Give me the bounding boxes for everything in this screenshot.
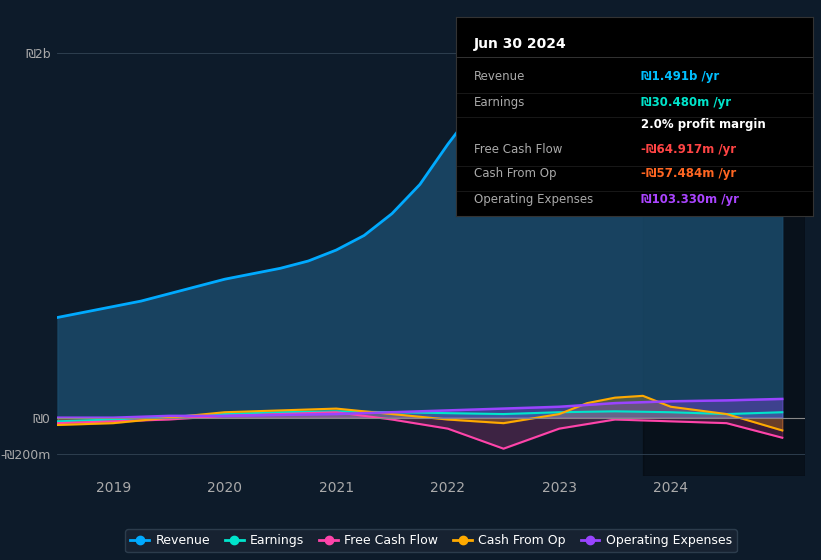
Text: Cash From Op: Cash From Op	[474, 167, 556, 180]
Text: Operating Expenses: Operating Expenses	[474, 193, 593, 206]
Text: Earnings: Earnings	[474, 96, 525, 109]
Text: 2.0% profit margin: 2.0% profit margin	[641, 118, 766, 130]
Text: Revenue: Revenue	[474, 70, 525, 83]
Text: ₪30.480m /yr: ₪30.480m /yr	[641, 96, 732, 109]
Text: Jun 30 2024: Jun 30 2024	[474, 37, 566, 51]
Text: -₪64.917m /yr: -₪64.917m /yr	[641, 143, 736, 156]
Bar	[643, 17, 805, 476]
Text: Free Cash Flow: Free Cash Flow	[474, 143, 562, 156]
Legend: Revenue, Earnings, Free Cash Flow, Cash From Op, Operating Expenses: Revenue, Earnings, Free Cash Flow, Cash …	[126, 529, 736, 552]
Text: -₪57.484m /yr: -₪57.484m /yr	[641, 167, 736, 180]
Text: ₪1.491b /yr: ₪1.491b /yr	[641, 70, 720, 83]
Text: ₪103.330m /yr: ₪103.330m /yr	[641, 193, 740, 206]
